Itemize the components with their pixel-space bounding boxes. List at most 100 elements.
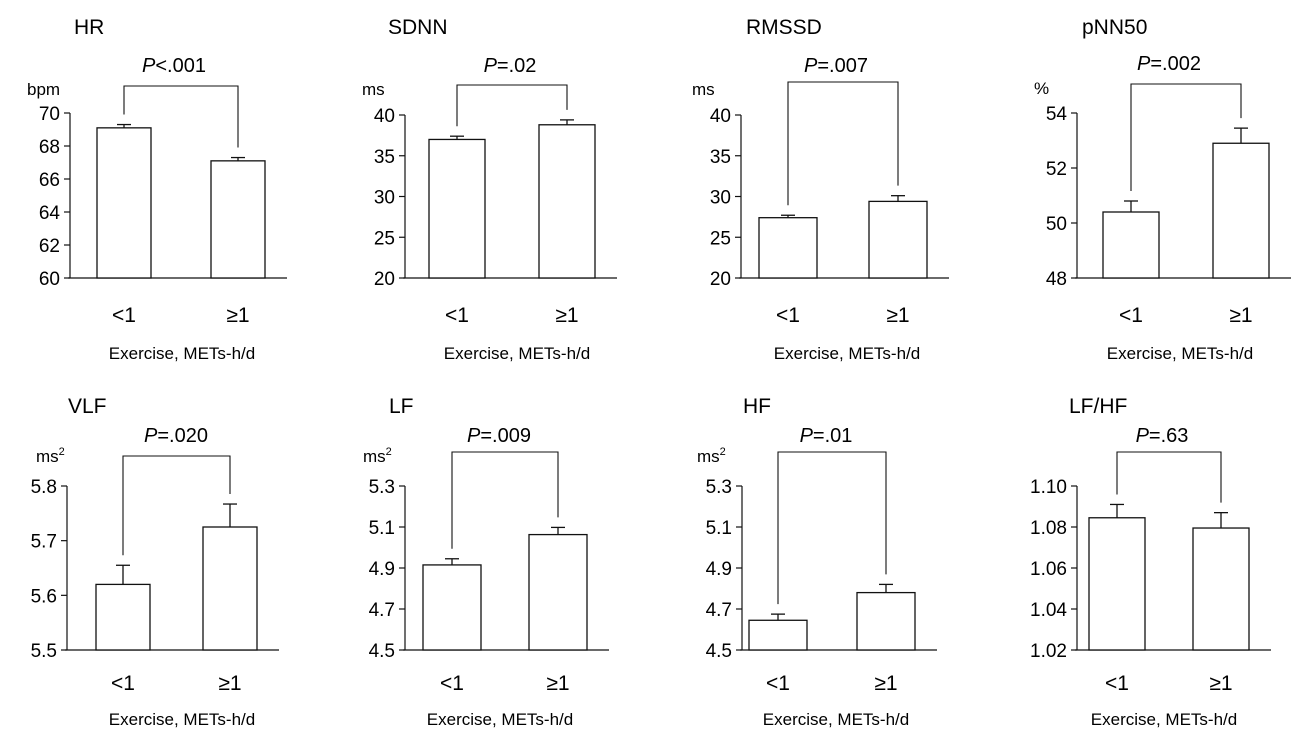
y-tick-label: 4.9 [706, 559, 732, 580]
y-tick-label: 50 [1046, 214, 1067, 235]
y-tick-label: 48 [1046, 269, 1067, 290]
panel-lf: LF ms2 4.5 4.7 4.9 5.1 5.3 <1 ≥1 P=.009 Exercise, … [363, 395, 609, 729]
y-tick-label: 54 [1046, 104, 1068, 125]
unit-label: ms2 [363, 446, 392, 466]
x-axis-label: Exercise, METs-h/d [1107, 344, 1253, 363]
unit-label: ms [362, 80, 385, 99]
category-label: ≥1 [1229, 304, 1252, 327]
y-tick-label: 5.5 [31, 641, 57, 662]
panel-title: HR [74, 16, 104, 39]
bar [538, 124, 596, 279]
panel-sdnn: SDNN ms 20 25 30 35 40 <1 ≥1 P=.02 Exercise, METs-… [362, 16, 617, 363]
y-tick-label: 40 [374, 106, 395, 127]
y-tick-label: 25 [710, 228, 731, 249]
significance-bracket [1116, 451, 1222, 503]
category-label: ≥1 [546, 672, 569, 695]
x-axis-label: Exercise, METs-h/d [774, 344, 920, 363]
bar [528, 533, 588, 651]
bar [1102, 211, 1160, 279]
panel-pnn50: pNN50% 48 50 52 54 <1 ≥1 P=.002 Exercise, METs-h… [1034, 16, 1291, 363]
panel-hr: HR bpm 60 62 64 66 68 70 <1 ≥1 P<.001 Exercise, MET… [27, 16, 287, 363]
category-label: <1 [112, 304, 136, 327]
unit-label: ms [692, 80, 715, 99]
bar [748, 619, 808, 651]
y-tick-label: 30 [710, 188, 731, 209]
bar [868, 200, 928, 279]
category-label: ≥1 [874, 672, 897, 695]
panel-title: HF [743, 395, 771, 418]
category-label: <1 [445, 304, 469, 327]
category-label: <1 [440, 672, 464, 695]
category-label: <1 [766, 672, 790, 695]
x-axis-label: Exercise, METs-h/d [427, 710, 573, 729]
bar [1192, 527, 1250, 651]
y-tick-label: 4.7 [706, 600, 732, 621]
p-value-label: P=.020 [144, 425, 208, 447]
p-value-label: P=.63 [1136, 425, 1189, 447]
p-value-label: P=.002 [1137, 53, 1201, 75]
y-tick-label: 5.3 [369, 477, 395, 498]
significance-bracket [122, 455, 231, 556]
bar [856, 591, 916, 651]
category-label: ≥1 [226, 304, 249, 327]
y-tick-label: 35 [374, 147, 395, 168]
y-tick-label: 4.5 [706, 641, 732, 662]
panel-title: VLF [68, 395, 107, 418]
y-tick-label: 66 [39, 170, 60, 191]
category-label: <1 [1119, 304, 1143, 327]
bar [95, 583, 151, 651]
panel-title: pNN50 [1082, 16, 1147, 39]
p-value-label: P=.007 [804, 55, 868, 77]
unit-label: % [1034, 79, 1049, 98]
panel-title: LF [389, 395, 414, 418]
category-label: ≥1 [1209, 672, 1232, 695]
y-tick-label: 1.02 [1030, 641, 1067, 662]
x-axis-label: Exercise, METs-h/d [109, 344, 255, 363]
y-tick-label: 30 [374, 188, 395, 209]
bar [428, 138, 486, 279]
p-value-label: P<.001 [142, 55, 206, 77]
x-axis-label: Exercise, METs-h/d [444, 344, 590, 363]
y-tick-label: 68 [39, 137, 60, 158]
category-label: ≥1 [555, 304, 578, 327]
bar [1088, 517, 1146, 651]
y-tick-label: 5.6 [31, 586, 57, 607]
x-axis-label: Exercise, METs-h/d [109, 710, 255, 729]
y-tick-label: 1.04 [1030, 600, 1067, 621]
category-label: <1 [111, 672, 135, 695]
panel-vlf: VLF ms2 5.5 5.6 5.7 5.8 <1 ≥1 P=.020 Exercise, ME… [31, 395, 279, 729]
y-tick-label: 1.08 [1030, 518, 1067, 539]
bar [422, 564, 482, 651]
y-tick-label: 5.3 [706, 477, 732, 498]
y-tick-label: 4.9 [369, 559, 395, 580]
category-label: <1 [1105, 672, 1129, 695]
bar [96, 127, 152, 279]
panel-title: RMSSD [746, 16, 822, 39]
bar [1212, 142, 1270, 279]
x-axis-label: Exercise, METs-h/d [1091, 710, 1237, 729]
y-tick-label: 5.1 [369, 518, 395, 539]
p-value-label: P=.02 [484, 55, 537, 77]
x-axis-label: Exercise, METs-h/d [763, 710, 909, 729]
panel-rmssd: RMSSD ms 20 25 30 35 40 <1 ≥1 P=.007 Exercise, MET… [692, 16, 949, 363]
y-tick-label: 40 [710, 106, 731, 127]
y-tick-label: 1.10 [1030, 477, 1067, 498]
y-tick-label: 64 [39, 203, 61, 224]
panel-title: SDNN [388, 16, 448, 39]
unit-label: ms2 [697, 446, 726, 466]
significance-bracket [787, 81, 899, 206]
y-tick-label: 25 [374, 228, 395, 249]
y-tick-label: 35 [710, 147, 731, 168]
y-tick-label: 4.7 [369, 600, 395, 621]
category-label: ≥1 [886, 304, 909, 327]
y-tick-label: 4.5 [369, 641, 395, 662]
unit-label: bpm [27, 80, 60, 99]
category-label: ≥1 [218, 672, 241, 695]
bar [758, 217, 818, 279]
significance-bracket [777, 451, 887, 605]
y-tick-label: 20 [374, 269, 395, 290]
panel-title: LF/HF [1069, 395, 1127, 418]
y-tick-label: 1.06 [1030, 559, 1067, 580]
